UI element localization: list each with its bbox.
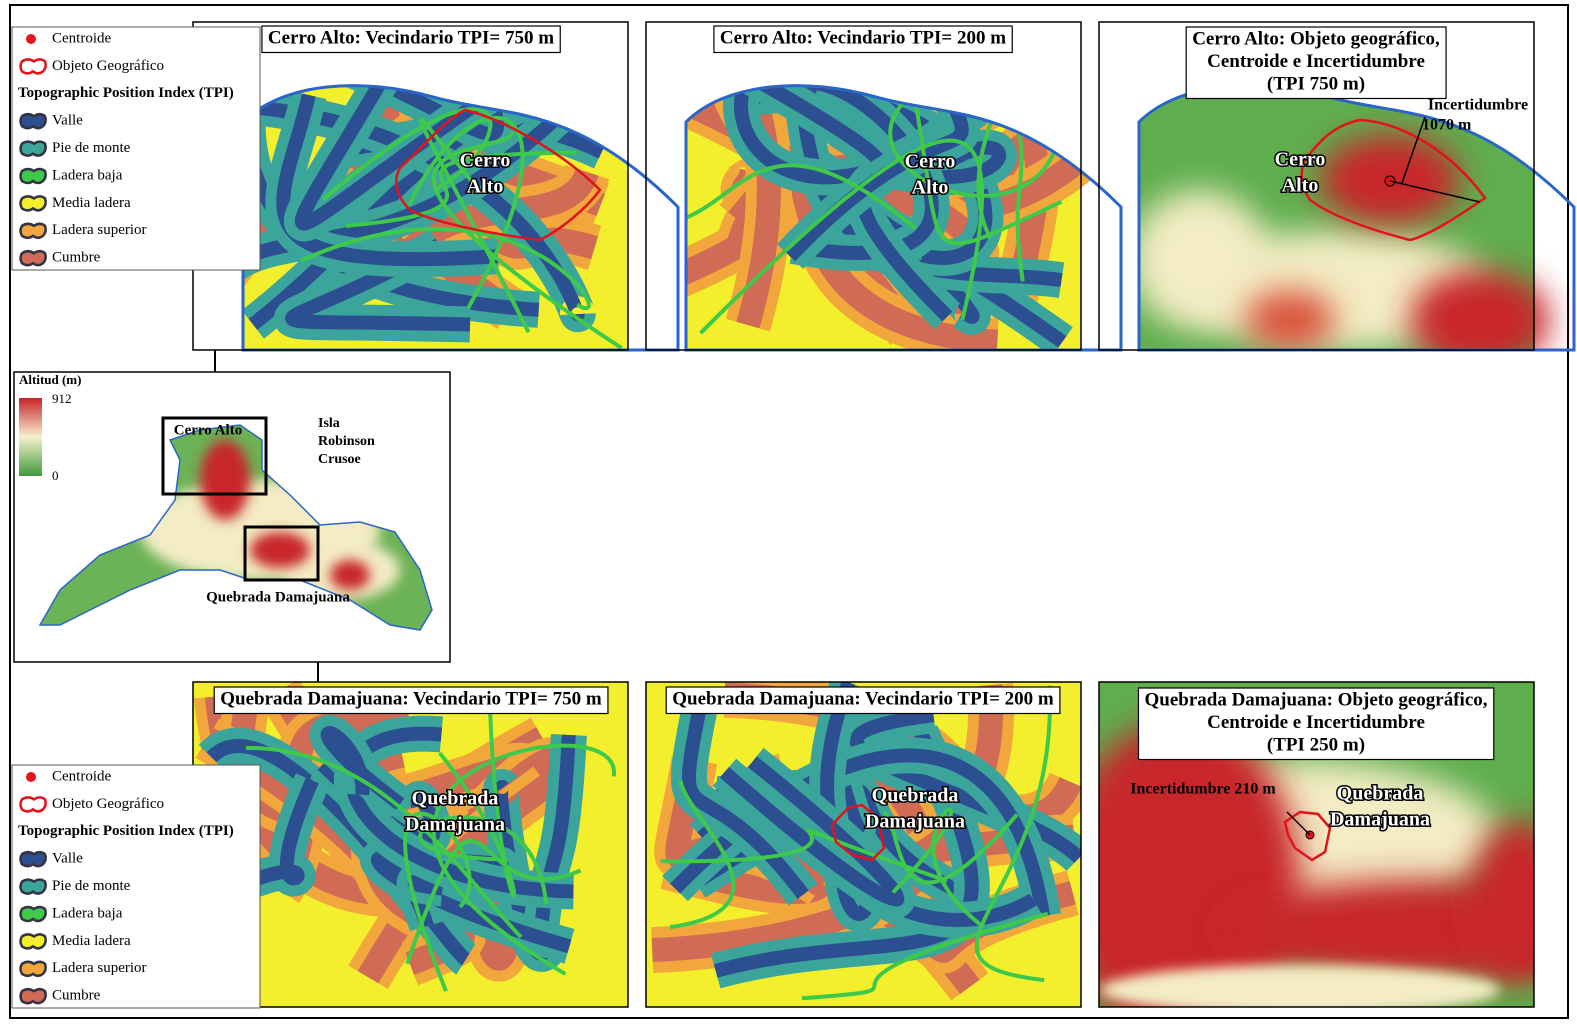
panel-title: Quebrada Damajuana: Vecindario TPI= 750 … (214, 687, 608, 714)
legend-entry: Objeto Geográfico (52, 58, 164, 74)
map-panel (646, 682, 1081, 1007)
place-label: Cerro (460, 150, 511, 172)
place-label: Quebrada (1337, 783, 1424, 805)
place-label: Damajuana (405, 814, 505, 836)
legend-entry: Valle (52, 851, 83, 867)
legend-swatch (21, 196, 46, 210)
legend-swatch (21, 114, 46, 128)
legend-entry: Media ladera (52, 933, 131, 949)
place-label: Damajuana (865, 811, 965, 833)
panel-title-line: Cerro Alto: Objeto geográfico, (1192, 28, 1440, 49)
locator-label: Quebrada Damajuana (206, 589, 350, 605)
terrain (646, 682, 1081, 1007)
relief (330, 560, 370, 590)
uncertainty-label: Incertidumbre 210 m (1130, 781, 1276, 798)
place-label: Quebrada (412, 788, 499, 810)
panel-title-line: Quebrada Damajuana: Objeto geográfico, (1144, 689, 1487, 710)
relief (1470, 820, 1570, 980)
legend-title: Topographic Position Index (TPI) (18, 85, 234, 101)
legend-centroid (26, 34, 36, 44)
legend-swatch (21, 907, 46, 921)
panel-title-line: Centroide e Incertidumbre (1207, 51, 1425, 72)
legend-swatch (21, 989, 46, 1003)
relief (1245, 290, 1335, 350)
panel-title-line: Quebrada Damajuana: Vecindario TPI= 750 … (220, 688, 602, 709)
uncertainty-label: 1070 m (1422, 117, 1472, 134)
legend-swatch (21, 251, 46, 265)
legend-entry: Centroide (52, 30, 111, 46)
panel-title-line: Cerro Alto: Vecindario TPI= 200 m (720, 27, 1006, 48)
panel-title-line: Centroide e Incertidumbre (1207, 712, 1425, 733)
legend-swatch (21, 852, 46, 866)
legend-entry: Cumbre (52, 250, 101, 266)
locator-label: Cerro Alto (174, 422, 242, 438)
place-label: Quebrada (872, 785, 959, 807)
map-panel (646, 22, 1121, 350)
figure: Incertidumbre 1070 m Cerro Alto Cerro Alto Cer… (0, 0, 1577, 1024)
legend-swatch (21, 224, 46, 238)
panel-title: Cerro Alto: Vecindario TPI= 200 m (714, 26, 1012, 53)
legend-swatch (21, 962, 46, 976)
panel-title: Quebrada Damajuana: Objeto geográfico,Ce… (1138, 688, 1493, 760)
relief (200, 440, 250, 520)
place-label: Cerro (905, 151, 956, 173)
colorbar-label: 912 (52, 391, 72, 406)
legend-entry: Ladera baja (52, 905, 123, 921)
island-label: Isla (318, 416, 340, 431)
colorbar-label: 0 (52, 468, 59, 483)
legend-swatch (21, 880, 46, 894)
relief (250, 532, 310, 568)
legend-entry: Ladera baja (52, 167, 123, 183)
legend-entry: Pie de monte (52, 140, 131, 156)
legend-swatch (21, 169, 46, 183)
island-label: Crusoe (318, 452, 361, 467)
relief (1410, 270, 1550, 370)
legend-entry: Pie de monte (52, 878, 131, 894)
legend-entry: Cumbre (52, 988, 101, 1004)
panel-title-line: (TPI 250 m) (1267, 734, 1365, 755)
legend-entry: Ladera superior (52, 960, 147, 976)
terrain (646, 22, 1081, 350)
legend-swatch (21, 934, 46, 948)
place-label: Alto (912, 177, 949, 199)
place-label: Alto (1282, 175, 1319, 197)
panel-title-line: (TPI 750 m) (1267, 73, 1365, 94)
panel-title-line: Cerro Alto: Vecindario TPI= 750 m (268, 27, 554, 48)
colorbar (19, 398, 42, 476)
map-panel (193, 22, 678, 350)
legend-entry: Ladera superior (52, 222, 147, 238)
panel-title-line: Quebrada Damajuana: Vecindario TPI= 200 … (672, 688, 1054, 709)
panel-title: Quebrada Damajuana: Vecindario TPI= 200 … (666, 687, 1060, 714)
legend-entry: Centroide (52, 768, 111, 784)
legend-entry: Media ladera (52, 195, 131, 211)
colorbar-title: Altitud (m) (19, 372, 81, 387)
place-label: Damajuana (1330, 809, 1430, 831)
legend-swatch (21, 142, 46, 156)
legend-swatch (21, 797, 46, 811)
panel-title: Cerro Alto: Objeto geográfico,Centroide … (1186, 27, 1446, 99)
legend-centroid (26, 772, 36, 782)
uncertainty-label: Incertidumbre (1428, 97, 1528, 114)
legend-title: Topographic Position Index (TPI) (18, 823, 234, 839)
place-label: Alto (467, 176, 504, 198)
panel-title: Cerro Alto: Vecindario TPI= 750 m (262, 26, 560, 53)
legend-swatch (21, 59, 46, 73)
island-label: Robinson (318, 434, 375, 449)
legend-entry: Objeto Geográfico (52, 796, 164, 812)
place-label: Cerro (1275, 149, 1326, 171)
legend-entry: Valle (52, 113, 83, 129)
